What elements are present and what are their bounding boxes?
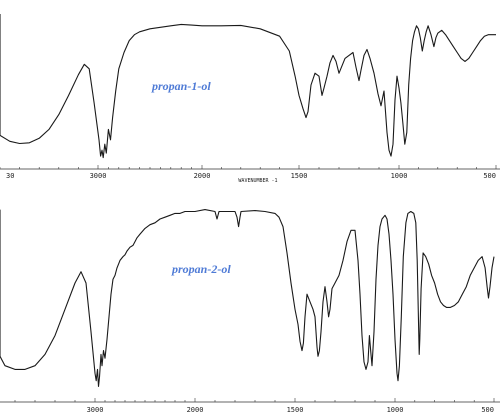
x-axis-ticks: [14, 398, 495, 402]
x-tick-label: 1000: [387, 406, 404, 414]
x-tick-label: 2000: [187, 406, 204, 414]
spectrum-panel-propan-2-ol: 3000 2000 1500 1000 500 propan-2-ol: [0, 209, 500, 414]
x-tick-label: 3000: [90, 172, 107, 180]
x-tick-label: 2000: [194, 172, 211, 180]
series-label-propan-2-ol: propan-2-ol: [171, 262, 231, 276]
spectrum-line-propan-2-ol: [0, 209, 495, 387]
x-tick-label: 500: [483, 172, 496, 180]
series-label-propan-1-ol: propan-1-ol: [151, 79, 211, 93]
x-tick-label-edge: 30: [6, 172, 14, 180]
x-tick-label: 1500: [287, 406, 304, 414]
x-tick-label: 3000: [87, 406, 104, 414]
x-tick-label: 1000: [391, 172, 408, 180]
x-tick-label: 1500: [291, 172, 308, 180]
spectrum-panel-propan-1-ol: 30 3000 2000 1500 1000 500 WAVENUMBER -1…: [0, 14, 500, 184]
x-axis-ticks: [0, 165, 497, 169]
x-tick-label: 500: [481, 406, 494, 414]
spectrum-line-propan-1-ol: [0, 14, 496, 159]
x-axis-title: WAVENUMBER -1: [238, 178, 277, 184]
